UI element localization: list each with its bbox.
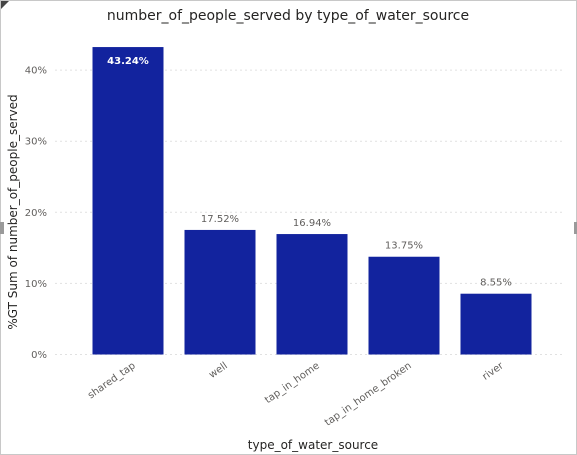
y-tick-label: 0% xyxy=(31,350,47,361)
bars xyxy=(92,47,532,355)
y-axis-title: %GT Sum of number_of_people_served xyxy=(6,94,20,329)
y-tick-label: 30% xyxy=(25,137,47,148)
x-category-label: tap_in_home xyxy=(263,360,322,406)
y-tick-label: 40% xyxy=(25,66,47,77)
data-label: 43.24% xyxy=(107,56,149,67)
bar-river[interactable] xyxy=(460,293,532,355)
bar-tap_in_home[interactable] xyxy=(276,234,348,355)
data-label: 8.55% xyxy=(480,278,512,289)
y-tick-label: 10% xyxy=(25,279,47,290)
resize-handle-right[interactable] xyxy=(574,222,577,234)
visual-corner-marker xyxy=(1,1,9,9)
x-category-label: well xyxy=(207,360,230,380)
data-label: 17.52% xyxy=(201,214,239,225)
bar-tap_in_home_broken[interactable] xyxy=(368,256,440,355)
data-labels: 43.24% 17.52% 16.94% 13.75% 8.55% xyxy=(107,56,512,289)
chart-title: number_of_people_served by type_of_water… xyxy=(107,8,469,24)
resize-handle-left[interactable] xyxy=(0,222,4,234)
data-label: 16.94% xyxy=(293,218,331,229)
x-axis-categories: shared_tap well tap_in_home tap_in_home_bro… xyxy=(86,360,506,429)
x-category-label: river xyxy=(481,360,507,383)
x-axis-title: type_of_water_source xyxy=(248,438,378,452)
bar-well[interactable] xyxy=(184,229,256,355)
x-category-label: tap_in_home_broken xyxy=(323,360,414,428)
data-label: 13.75% xyxy=(385,241,423,252)
y-tick-label: 20% xyxy=(25,208,47,219)
bar-shared_tap[interactable] xyxy=(92,47,164,355)
y-axis-ticks: 0% 10% 20% 30% 40% xyxy=(25,66,47,361)
x-category-label: shared_tap xyxy=(86,360,138,401)
